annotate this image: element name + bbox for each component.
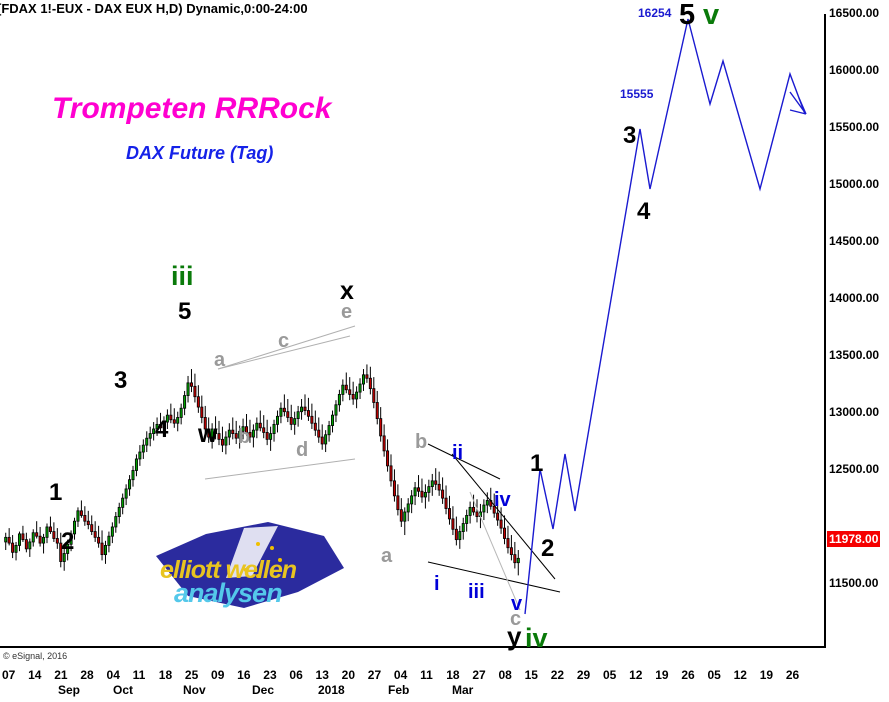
price-series-svg: [4, 18, 807, 615]
watermark-text-line2: analysen: [174, 578, 283, 608]
chart-header-symbol: [FDAX 1!-EUX - DAX EUX H,D) Dynamic,0:00…: [0, 1, 308, 16]
watermark-logo: elliott wellen analysen: [148, 516, 354, 618]
target-label-16254: 16254: [638, 6, 672, 20]
price-axis[interactable]: 16500.00 16000.00 15500.00 15000.00 1450…: [826, 6, 889, 648]
time-tick-day: 16: [237, 668, 251, 682]
time-tick-day: 21: [54, 668, 68, 682]
wave-label-i-blue: i: [434, 573, 440, 595]
watermark-text-line1: elliott wellen: [160, 556, 297, 584]
time-tick-day: 09: [211, 668, 225, 682]
time-tick-month: 2018: [318, 683, 345, 697]
wave-label-d-gray: d: [296, 439, 309, 461]
wave-label-5: 5: [178, 298, 192, 325]
wave-label-c-gray: c: [278, 330, 290, 352]
time-tick-day: 29: [576, 668, 591, 682]
price-tick: 14500.00: [829, 234, 880, 248]
wave-label-iii-green: iii: [171, 261, 194, 291]
time-axis-days[interactable]: 07 14 21 28 04 11 18 25 09 16 23 06 13 20 27 04 11 18 27 08…: [0, 668, 889, 684]
page-title: Trompeten RRRock: [52, 92, 332, 125]
copyright-notice: © eSignal, 2016: [3, 651, 68, 661]
time-tick-day: 13: [315, 668, 329, 682]
time-tick-day: 18: [446, 668, 460, 682]
time-tick-day: 28: [80, 668, 94, 682]
time-tick-day: 27: [367, 668, 382, 682]
time-tick-month: Dec: [252, 683, 275, 697]
time-tick-day: 25: [184, 668, 199, 682]
time-tick-day: 08: [498, 668, 512, 682]
wave-label-c-gray-3: c: [510, 608, 522, 630]
wave-label-a-gray-2: a: [381, 545, 393, 567]
wave-label-v-blue: v: [511, 593, 523, 615]
wave-label-iv-blue: iv: [494, 489, 511, 511]
price-tick: 14000.00: [829, 291, 880, 305]
proj-label-2: 2: [541, 535, 555, 562]
wave-label-3: 3: [114, 367, 128, 394]
time-tick-day: 14: [28, 668, 42, 682]
time-tick-day: 19: [759, 668, 774, 682]
time-tick-day: 12: [629, 668, 643, 682]
eu-flag-shape: [156, 522, 344, 608]
wave-label-e-gray: e: [341, 301, 353, 323]
wave-label-b-gray-2: b: [415, 431, 428, 453]
forecast-projection-path: [524, 18, 807, 615]
time-tick-day: 22: [550, 668, 565, 682]
proj-label-5: 5: [679, 0, 696, 31]
proj-label-1: 1: [530, 450, 544, 477]
wave-label-1: 1: [49, 479, 63, 506]
wave-label-w: w: [198, 420, 218, 448]
time-tick-day: 23: [263, 668, 277, 682]
time-tick-day: 05: [602, 668, 617, 682]
time-tick-day: 04: [393, 668, 408, 682]
time-tick-month: Nov: [183, 683, 206, 697]
wave-label-ii-blue: ii: [452, 442, 464, 464]
proj-label-v: v: [703, 0, 720, 31]
time-tick-day: 06: [289, 668, 303, 682]
current-price-badge: 11978.00: [827, 531, 881, 547]
trendline-group: [204, 325, 561, 611]
time-tick-day: 27: [472, 668, 486, 682]
chart-plot-area[interactable]: [0, 14, 826, 648]
time-tick-day: 26: [785, 668, 800, 682]
wave-label-iv-green: iv: [525, 623, 548, 653]
proj-label-3: 3: [623, 122, 637, 149]
wave-label-b-gray: b: [238, 426, 251, 448]
price-tick: 15000.00: [829, 177, 880, 191]
time-tick-day: 04: [106, 668, 120, 682]
time-tick-day: 20: [341, 668, 356, 682]
time-tick-day: 11: [420, 668, 433, 682]
price-tick: 15500.00: [829, 120, 880, 134]
price-tick: 16000.00: [829, 63, 880, 77]
price-tick: 16500.00: [829, 6, 880, 20]
wave-label-a-gray: a: [214, 349, 226, 371]
time-tick-day: 15: [524, 668, 538, 682]
price-tick: 13000.00: [829, 405, 880, 419]
time-axis-months[interactable]: Sep Oct Nov Dec 2018 Feb Mar: [0, 683, 889, 699]
time-tick-month: Oct: [113, 683, 134, 697]
wave-label-y: y: [507, 621, 522, 651]
wave-label-iii-blue: iii: [468, 581, 485, 603]
candlestick-series: [4, 364, 520, 576]
wave-label-2: 2: [61, 528, 75, 555]
price-tick: 12500.00: [829, 462, 880, 476]
wave-label-4: 4: [155, 416, 169, 443]
page-subtitle: DAX Future (Tag): [126, 143, 274, 163]
time-tick-month: Feb: [388, 683, 410, 697]
time-tick-day: 18: [158, 668, 173, 682]
time-tick-day: 26: [681, 668, 695, 682]
proj-label-4: 4: [637, 198, 651, 225]
time-tick-day: 12: [733, 668, 747, 682]
price-tick: 13500.00: [829, 348, 880, 362]
time-tick-day: 19: [655, 668, 669, 682]
wave-label-x: x: [340, 277, 354, 305]
time-tick-day: 05: [707, 668, 721, 682]
target-label-15555: 15555: [620, 87, 654, 101]
time-tick-day: 11: [132, 668, 146, 682]
time-tick-month: Mar: [452, 683, 474, 697]
time-tick-day: 07: [2, 668, 16, 682]
time-tick-month: Sep: [58, 683, 81, 697]
price-tick: 11500.00: [829, 576, 879, 590]
